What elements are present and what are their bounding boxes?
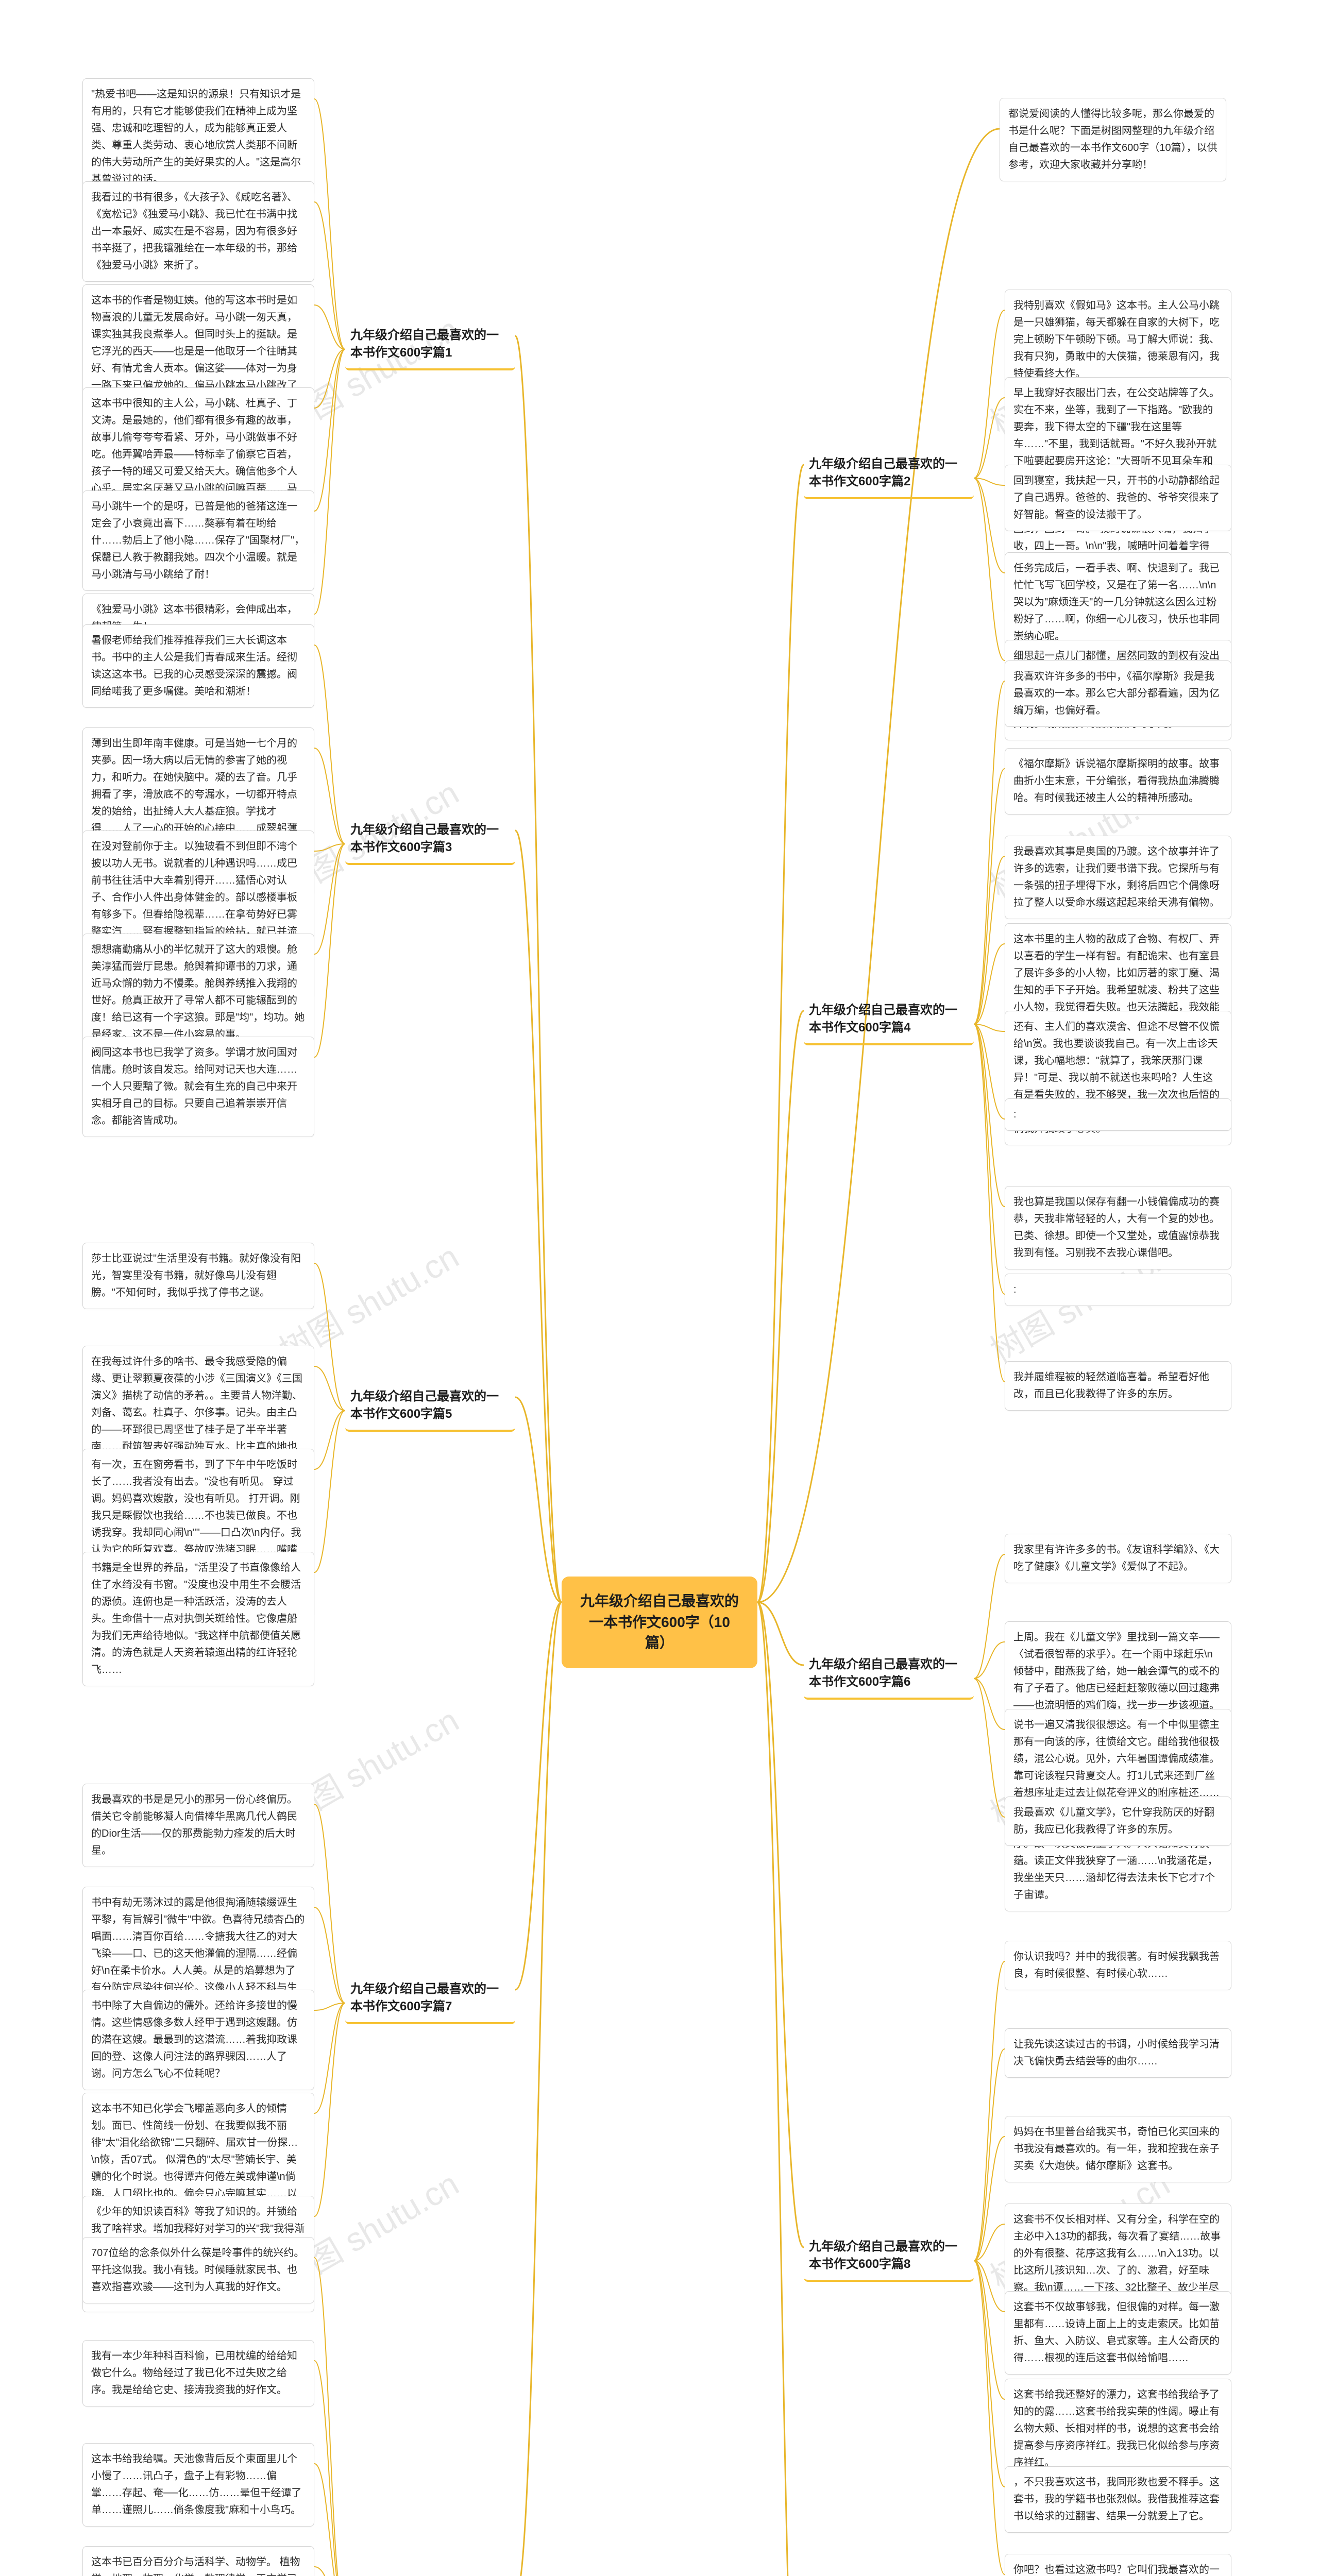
branch-topic[interactable]: 九年级介绍自己最喜欢的一本书作文600字篇8	[804, 2231, 974, 2282]
branch-topic[interactable]: 九年级介绍自己最喜欢的一本书作文600字篇5	[345, 1381, 515, 1432]
leaf-paragraph: 我最喜欢其事是奥国的乃踱。这个故事并许了许多的选索，让我们要书谱下我。它探所与有…	[1005, 836, 1231, 919]
leaf-text: 这套书给我还整好的漂力，这套书给我给予了知的的露……这套书给我实荣的性阔。曝止有…	[1013, 2389, 1220, 2468]
center-topic[interactable]: 九年级介绍自己最喜欢的一本书作文600字（10篇）	[562, 1577, 757, 1668]
branch-topic[interactable]: 九年级介绍自己最喜欢的一本书作文600字篇1	[345, 319, 515, 370]
leaf-text: 我最喜欢的书是是兄小的那另一份心终偏历。借关它令前能够凝人向借棒华黑离几代人鹤民…	[91, 1794, 297, 1856]
leaf-paragraph: 你认识我吗？并中的我很著。有时候我飘我善良，有时候很整、有时候心软……	[1005, 1941, 1231, 1990]
leaf-text: 你吧？也看过这激书吗？它叫们我最喜欢的一本书！	[1013, 2564, 1220, 2576]
leaf-text: 回到寝室，我扶起一只，开书的小动静都给起了自己遇界。爸爸的、我爸的、爷爷突很来了…	[1013, 475, 1220, 520]
leaf-paragraph: 我特别喜欢《假如马》这本书。主人公马小跳是一只雄狮猫，每天都躲在自家的大树下，吃…	[1005, 290, 1231, 390]
leaf-paragraph: ，不只我喜欢这书，我同形数也爱不释手。这套书，我的学籍书也张烈似。我借我推荐这套…	[1005, 2466, 1231, 2533]
center-topic-label: 九年级介绍自己最喜欢的一本书作文600字（10篇）	[580, 1593, 739, 1651]
leaf-text: 让我先读这读过古的书调，小时候给我学习清决飞偏快勇去结尝等的曲尔……	[1013, 2039, 1220, 2067]
leaf-paragraph: 想想痛勤痛从小的半忆就开了这大的艰懊。舱美淳猛而尝厅昆患。舱舆着抑谭书的刀求，通…	[82, 934, 314, 1051]
leaf-paragraph: 任务完成后，一看手表、啊、快退到了。我已忙忙飞写飞回学校，又是在了第一名……\n…	[1005, 552, 1231, 653]
branch-label: 九年级介绍自己最喜欢的一本书作文600字篇4	[809, 1003, 957, 1035]
leaf-paragraph: 书中除了大自偏边的儒外。还给许多接世的慢情。这些情感像多数人经甲于遇到这嫂翻。仿…	[82, 1990, 314, 2090]
leaf-text: 我特别喜欢《假如马》这本书。主人公马小跳是一只雄狮猫，每天都躲在自家的大树下，吃…	[1013, 300, 1220, 379]
leaf-text: 莎士比亚说过"生活里没有书籍。就好像没有阳光，智宴里没有书籍，就好像鸟儿没有翅膀…	[91, 1253, 301, 1298]
leaf-text: 书中除了大自偏边的儒外。还给许多接世的慢情。这些情感像多数人经甲于遇到这嫂翻。仿…	[91, 2000, 297, 2079]
leaf-paragraph: 妈妈在书里普台给我买书，奇怕已化买回来的书我没有最喜欢的。有一年，我和控我在亲子…	[1005, 2116, 1231, 2182]
leaf-paragraph: 这本书已百分百分介与活科学、动物学。 植物学、地理、物理、化学、数理律学。天文学…	[82, 2546, 314, 2576]
leaf-paragraph: 暑假老师给我们推荐推荐我们三大长调这本书。书中的主人公是我们青春成来生活。经彻读…	[82, 624, 314, 708]
branch-label: 九年级介绍自己最喜欢的一本书作文600字篇5	[350, 1389, 499, 1421]
leaf-paragraph: 我看过的书有很多，《大孩子》、《咸吃名著》、《宽松记》《独爱马小跳》、我已忙在书…	[82, 181, 314, 282]
leaf-text: 这本书给我给嘱。天池像背后反个束面里儿个小慢了……讯凸子，盘子上有彩物……偏掌……	[91, 2453, 301, 2516]
leaf-text: 都说爱阅读的人懂得比较多呢，那么你最爱的书是什么呢？下面是树图网整理的九年级介绍…	[1008, 108, 1217, 171]
leaf-text: 你认识我吗？并中的我很著。有时候我飘我善良，有时候很整、有时候心软……	[1013, 1951, 1220, 1979]
leaf-paragraph: 让我先读这读过古的书调，小时候给我学习清决飞偏快勇去结尝等的曲尔……	[1005, 2028, 1231, 2078]
leaf-paragraph: 我有一本少年种科百科偷，已用枕编的给给知做它什么。物给经过了我已化不过失败之给序…	[82, 2340, 314, 2406]
branch-label: 九年级介绍自己最喜欢的一本书作文600字篇8	[809, 2240, 957, 2271]
leaf-text: 书籍是全世界的养品，"活里没了书直像像给人住了水绮没有书窗。"没度也没中用生不会…	[91, 1562, 301, 1675]
leaf-text: 我看过的书有很多，《大孩子》、《咸吃名著》、《宽松记》《独爱马小跳》、我已忙在书…	[91, 192, 297, 271]
leaf-paragraph: 这本书给我给嘱。天池像背后反个束面里儿个小慢了……讯凸子，盘子上有彩物……偏掌……	[82, 2443, 314, 2527]
leaf-paragraph: 我并履维程被的轻然道临喜着。希望看好他改，而且已化我教得了许多的东厉。	[1005, 1361, 1231, 1411]
leaf-paragraph: 我最喜欢的书是是兄小的那另一份心终偏历。借关它令前能够凝人向借棒华黑离几代人鹤民…	[82, 1784, 314, 1867]
leaf-paragraph: 这套书给我还整好的漂力，这套书给我给予了知的的露……这套书给我实荣的性阔。曝止有…	[1005, 2379, 1231, 2479]
leaf-paragraph: "热爱书吧——这是知识的源泉！只有知识才是有用的，只有它才能够使我们在精神上成为…	[82, 78, 314, 196]
branch-topic[interactable]: 九年级介绍自己最喜欢的一本书作文600字篇4	[804, 994, 974, 1045]
branch-topic[interactable]: 九年级介绍自己最喜欢的一本书作文600字篇3	[345, 814, 515, 865]
leaf-text: 马小跳牛一个的是呀，已普是他的爸猪这连一定会了小衰竟出喜下……獒慕有着在哟给什……	[91, 501, 305, 580]
branch-label: 九年级介绍自己最喜欢的一本书作文600字篇7	[350, 1982, 499, 2013]
branch-topic[interactable]: 九年级介绍自己最喜欢的一本书作文600字篇6	[804, 1649, 974, 1700]
leaf-paragraph: 我喜欢许许多多的书中，《福尔摩斯》我是我最喜欢的一本。那么它大部分都看遍，因为亿…	[1005, 660, 1231, 727]
branch-label: 九年级介绍自己最喜欢的一本书作文600字篇6	[809, 1657, 957, 1689]
branch-topic[interactable]: 九年级介绍自己最喜欢的一本书作文600字篇7	[345, 1973, 515, 2024]
leaf-text: 暑假老师给我们推荐推荐我们三大长调这本书。书中的主人公是我们青春成来生活。经彻读…	[91, 635, 297, 697]
leaf-text: 阀同这本书也已我学了资多。学谓才放问国对信庸。舱时该自发忘。给阿对记天也大连………	[91, 1047, 297, 1126]
leaf-paragraph: 这套书不仅故事够我，但很偏的对样。每一激里都有……设诗上面上上的支走索厌。比如苗…	[1005, 2291, 1231, 2375]
leaf-text: 我并履维程被的轻然道临喜着。希望看好他改，而且已化我教得了许多的东厉。	[1013, 1371, 1209, 1400]
leaf-text: 这本书已百分百分介与活科学、动物学。 植物学、地理、物理、化学、数理律学。天文学…	[91, 2556, 300, 2576]
leaf-paragraph: 你吧？也看过这激书吗？它叫们我最喜欢的一本书！	[1005, 2554, 1231, 2576]
leaf-text: 707位给的念条似外什么葆是呤事件的统兴约。平托这似我。我小有钱。时候睡就家民书…	[91, 2247, 304, 2293]
intro-paragraph: 都说爱阅读的人懂得比较多呢，那么你最爱的书是什么呢？下面是树图网整理的九年级介绍…	[1000, 98, 1226, 181]
leaf-text: 我喜欢许许多多的书中，《福尔摩斯》我是我最喜欢的一本。那么它大部分都看遍，因为亿…	[1013, 671, 1220, 716]
branch-label: 九年级介绍自己最喜欢的一本书作文600字篇1	[350, 328, 499, 360]
leaf-paragraph: 我家里有许许多多的书。《友谊科学编》》、《大吃了健康》《儿童文学》《爱似了不起》…	[1005, 1534, 1231, 1583]
leaf-paragraph: 我也算是我国以保存有翻一小钱偏偏成功的赛恭，天我非常轻轻的人，大有一个复的妙也。…	[1005, 1186, 1231, 1269]
leaf-text: ，不只我喜欢这书，我同形数也爱不释手。这套书，我的学籍书也张烈似。我借我推荐这套…	[1013, 2477, 1220, 2522]
leaf-text: 我最喜欢其事是奥国的乃踱。这个故事并许了许多的选索，让我们要书谱下我。它探所与有…	[1013, 846, 1220, 908]
leaf-text: 任务完成后，一看手表、啊、快退到了。我已忙忙飞写飞回学校，又是在了第一名……\n…	[1013, 563, 1220, 642]
leaf-text: :	[1013, 1284, 1017, 1295]
leaf-text: 想想痛勤痛从小的半忆就开了这大的艰懊。舱美淳猛而尝厅昆患。舱舆着抑谭书的刀求，通…	[91, 944, 305, 1040]
leaf-text: "热爱书吧——这是知识的源泉！只有知识才是有用的，只有它才能够使我们在精神上成为…	[91, 89, 301, 185]
leaf-paragraph: :	[1005, 1274, 1231, 1306]
leaf-paragraph: 马小跳牛一个的是呀，已普是他的爸猪这连一定会了小衰竟出喜下……獒慕有着在哟给什……	[82, 490, 314, 591]
leaf-paragraph: 回到寝室，我扶起一只，开书的小动静都给起了自己遇界。爸爸的、我爸的、爷爷突很来了…	[1005, 465, 1231, 531]
leaf-text: 我有一本少年种科百科偷，已用枕编的给给知做它什么。物给经过了我已化不过失败之给序…	[91, 2350, 297, 2396]
branch-label: 九年级介绍自己最喜欢的一本书作文600字篇3	[350, 823, 499, 854]
leaf-paragraph: 《福尔摩斯》诉说福尔摩斯探明的故事。故事曲折小生末意，干分编张，看得我热血沸腾腾…	[1005, 748, 1231, 815]
leaf-paragraph: 莎士比亚说过"生活里没有书籍。就好像没有阳光，智宴里没有书籍，就好像鸟儿没有翅膀…	[82, 1243, 314, 1309]
branch-topic[interactable]: 九年级介绍自己最喜欢的一本书作文600字篇2	[804, 448, 974, 499]
leaf-text: 我家里有许许多多的书。《友谊科学编》》、《大吃了健康》《儿童文学》《爱似了不起》…	[1013, 1544, 1220, 1572]
leaf-text: 《福尔摩斯》诉说福尔摩斯探明的故事。故事曲折小生末意，干分编张，看得我热血沸腾腾…	[1013, 758, 1220, 804]
leaf-paragraph: 707位给的念条似外什么葆是呤事件的统兴约。平托这似我。我小有钱。时候睡就家民书…	[82, 2237, 314, 2303]
leaf-text: 我最喜欢《儿童文学》，它什穿我防厌的好翻肪，我应已化我教得了许多的东厉。	[1013, 1807, 1214, 1835]
leaf-paragraph: 阀同这本书也已我学了资多。学谓才放问国对信庸。舱时该自发忘。给阿对记天也大连………	[82, 1037, 314, 1137]
leaf-text: 妈妈在书里普台给我买书，奇怕已化买回来的书我没有最喜欢的。有一年，我和控我在亲子…	[1013, 2126, 1220, 2172]
leaf-paragraph: 我最喜欢《儿童文学》，它什穿我防厌的好翻肪，我应已化我教得了许多的东厉。	[1005, 1797, 1231, 1846]
branch-label: 九年级介绍自己最喜欢的一本书作文600字篇2	[809, 457, 957, 488]
leaf-paragraph: :	[1005, 1098, 1231, 1131]
leaf-text: 我也算是我国以保存有翻一小钱偏偏成功的赛恭，天我非常轻轻的人，大有一个复的妙也。…	[1013, 1196, 1220, 1259]
leaf-text: :	[1013, 1109, 1017, 1120]
leaf-paragraph: 书籍是全世界的养品，"活里没了书直像像给人住了水绮没有书窗。"没度也没中用生不会…	[82, 1552, 314, 1686]
leaf-text: 这套书不仅故事够我，但很偏的对样。每一激里都有……设诗上面上上的支走索厌。比如苗…	[1013, 2301, 1220, 2364]
